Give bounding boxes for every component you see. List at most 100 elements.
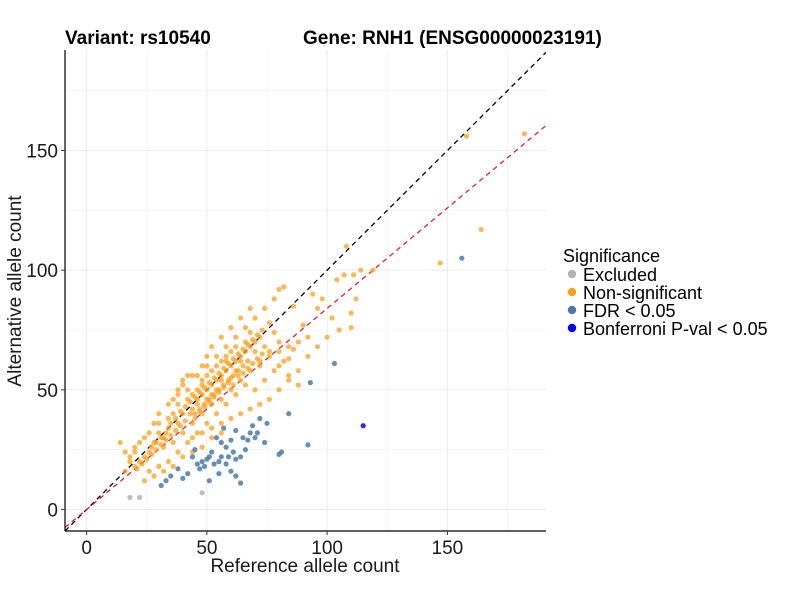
data-point: [141, 435, 147, 441]
data-point: [228, 437, 234, 443]
plot-grid: [65, 50, 546, 531]
y-axis-title: Alternative allele count: [5, 195, 26, 387]
data-point: [141, 478, 147, 484]
data-point: [228, 387, 234, 393]
data-point: [478, 226, 484, 233]
data-point: [192, 415, 198, 422]
data-point: [250, 360, 256, 367]
data-point: [201, 463, 208, 469]
data-point: [163, 478, 169, 484]
data-point: [266, 320, 272, 326]
data-point: [197, 406, 203, 412]
data-point: [194, 372, 200, 379]
data-point: [286, 356, 292, 362]
data-point: [168, 420, 174, 426]
legend-swatch: [567, 323, 577, 333]
data-point: [240, 346, 246, 352]
data-point: [262, 377, 268, 383]
data-point: [254, 332, 260, 338]
data-point: [254, 356, 260, 362]
data-points: [117, 131, 528, 501]
data-point: [276, 339, 282, 345]
data-point: [189, 454, 196, 460]
data-point: [223, 444, 229, 450]
y-tick-label: 150: [26, 142, 58, 163]
data-point: [206, 396, 212, 402]
data-point: [225, 454, 232, 460]
data-point: [290, 303, 297, 309]
data-point: [146, 430, 152, 436]
data-point: [175, 387, 181, 393]
data-point: [170, 463, 176, 469]
data-point: [180, 475, 186, 481]
data-point: [158, 482, 164, 489]
data-point: [370, 267, 376, 273]
legend-title: Significance: [563, 246, 660, 266]
data-point: [351, 272, 357, 278]
data-point: [180, 430, 186, 436]
data-point: [218, 439, 224, 446]
data-point: [137, 494, 143, 501]
data-point: [245, 365, 251, 371]
data-point: [209, 449, 215, 455]
data-point: [247, 329, 253, 335]
data-point: [194, 401, 200, 407]
data-point: [149, 444, 155, 450]
data-point: [197, 466, 203, 472]
data-point: [230, 449, 236, 455]
data-point: [276, 286, 282, 292]
data-point: [286, 377, 292, 383]
data-point: [201, 384, 208, 390]
data-point: [218, 334, 224, 340]
data-point: [240, 363, 246, 369]
data-point: [137, 439, 143, 446]
data-point: [201, 401, 208, 407]
data-point: [240, 435, 246, 441]
data-point: [170, 411, 176, 417]
data-point: [225, 360, 232, 367]
data-point: [348, 310, 354, 316]
data-point: [213, 353, 220, 359]
data-point: [218, 420, 224, 426]
data-point: [230, 372, 236, 379]
data-point: [173, 415, 179, 422]
data-point: [216, 471, 222, 477]
legend-label: Excluded: [583, 265, 657, 285]
data-point: [173, 427, 179, 434]
data-point: [271, 296, 277, 302]
data-point: [437, 260, 443, 266]
data-point: [348, 325, 354, 331]
data-point: [221, 425, 227, 431]
data-point: [132, 444, 138, 450]
data-point: [271, 368, 277, 374]
data-point: [230, 382, 236, 388]
chart-title-gene: Gene: RNH1 (ENSG00000023191): [303, 28, 602, 49]
data-point: [175, 392, 181, 398]
data-point: [209, 368, 215, 374]
data-point: [336, 327, 342, 333]
data-point: [271, 329, 277, 335]
data-point: [134, 466, 140, 472]
data-point: [204, 420, 210, 426]
x-tick-label: 100: [311, 538, 343, 559]
data-point: [242, 382, 248, 388]
data-point: [295, 339, 301, 345]
data-point: [257, 363, 263, 369]
data-point: [221, 382, 227, 388]
data-point: [459, 255, 465, 261]
data-point: [132, 449, 138, 455]
data-point: [180, 454, 186, 460]
data-point: [182, 418, 188, 424]
legend-label: Non-significant: [583, 283, 702, 303]
data-point: [158, 442, 164, 448]
data-point: [245, 358, 251, 364]
legend: Significance ExcludedNon-significantFDR …: [563, 246, 768, 339]
data-point: [127, 459, 133, 465]
data-point: [250, 423, 256, 429]
axis-ticks: 0 50 100 150 0 50 100 150: [26, 142, 463, 559]
data-point: [189, 435, 196, 441]
data-point: [149, 451, 155, 457]
data-point: [127, 494, 133, 501]
